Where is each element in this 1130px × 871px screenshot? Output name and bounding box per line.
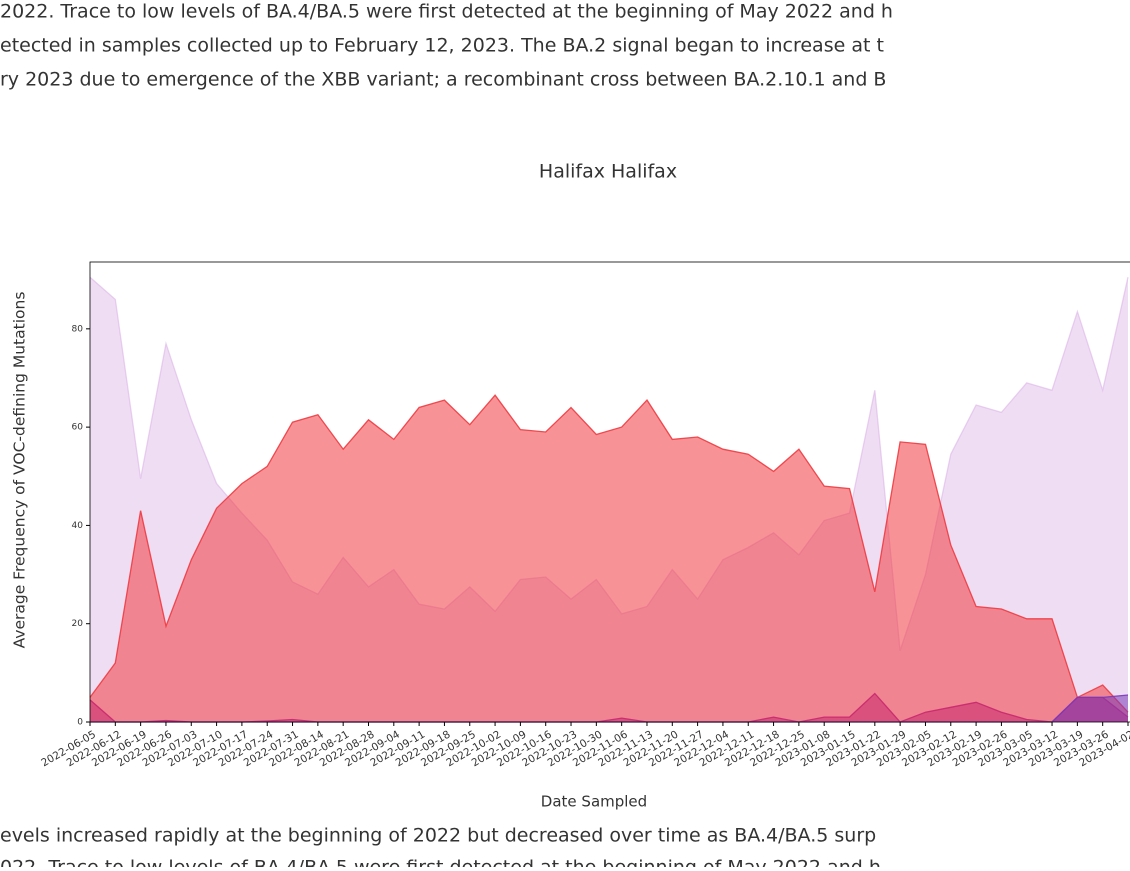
y-tick-label: 20	[72, 619, 84, 629]
paragraph-line: etected in samples collected up to Febru…	[0, 35, 884, 57]
y-tick-label: 80	[72, 324, 84, 334]
paragraph-line: 2022. Trace to low levels of BA.4/BA.5 w…	[0, 1, 893, 23]
area	[90, 693, 1128, 722]
chart-title: Halifax Halifax	[539, 161, 677, 183]
x-axis-label: Date Sampled	[541, 793, 647, 811]
paragraph-line: 022. Trace to low levels of BA.4/BA.5 we…	[0, 857, 881, 868]
area-line	[89, 394, 1129, 713]
area	[90, 395, 1128, 722]
y-tick-label: 0	[77, 718, 83, 728]
paragraph-line: ry 2023 due to emergence of the XBB vari…	[0, 69, 886, 91]
plot-frame	[89, 261, 1130, 723]
y-tick-label: 60	[72, 423, 84, 433]
y-tick-label: 40	[72, 521, 84, 531]
y-axis-label: Average Frequency of VOC-defining Mutati…	[11, 292, 29, 649]
paragraph-line: evels increased rapidly at the beginning…	[0, 825, 876, 847]
area-line	[89, 692, 1129, 723]
